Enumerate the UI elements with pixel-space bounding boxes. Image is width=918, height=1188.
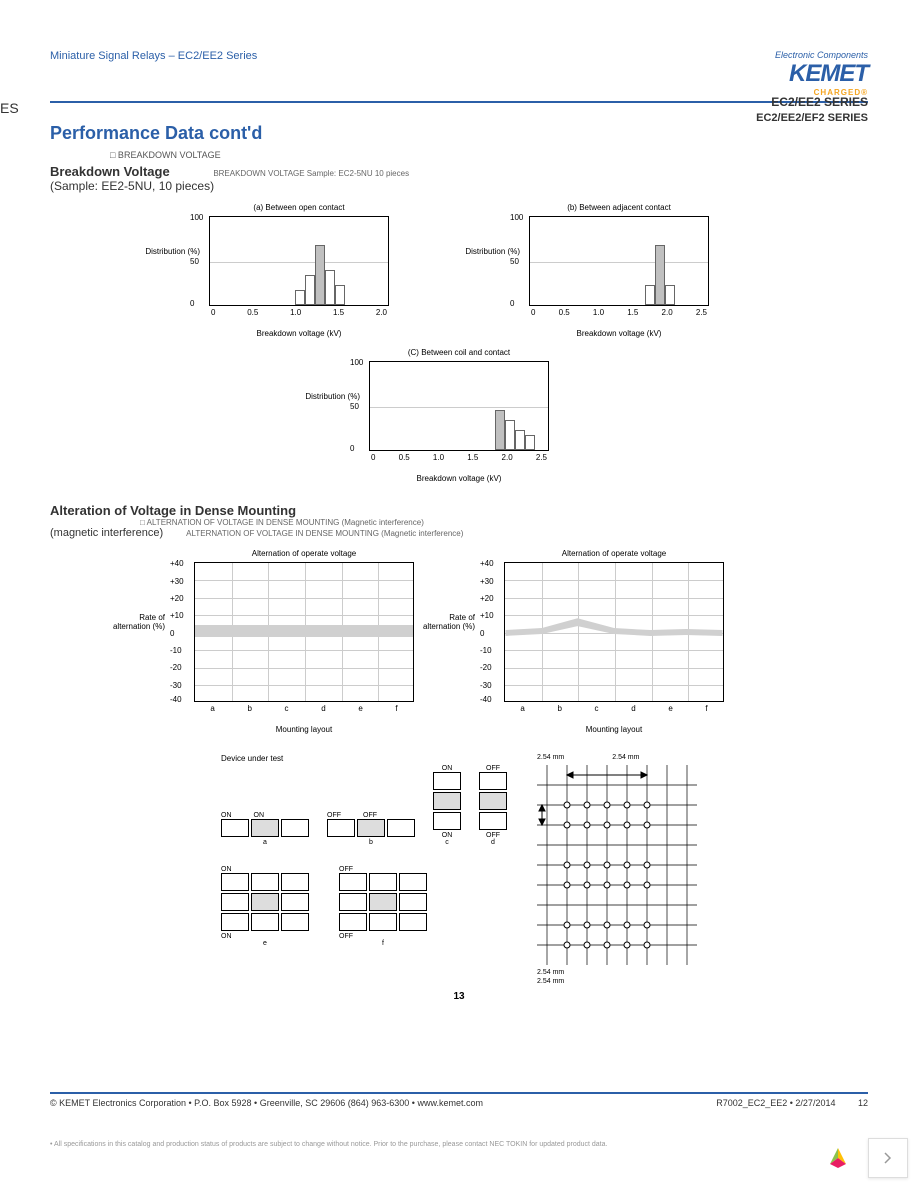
layout-col-right: 2.54 mm 2.54 mm <box>537 754 697 985</box>
series-label-2: EC2/EE2/EF2 SERIES <box>756 112 868 124</box>
header-product-line: Miniature Signal Relays – EC2/EE2 Series <box>50 50 257 62</box>
page-footer: © KEMET Electronics Corporation • P.O. B… <box>50 1092 868 1108</box>
line-chart-left: Alternation of operate voltage Rate of a… <box>174 549 434 734</box>
chart-b-box: Distribution (%) 100 50 0 <box>529 216 709 306</box>
footer-left: © KEMET Electronics Corporation • P.O. B… <box>50 1098 483 1108</box>
section2-title: Alteration of Voltage in Dense Mounting <box>50 503 868 518</box>
chart-c-box: Distribution (%) 100 50 0 <box>369 361 549 451</box>
layout-col-left: Device under test ONON a OFFOFF b ON <box>221 754 507 985</box>
sample-line: (Sample: EE2-5NU, 10 pieces) <box>50 179 868 193</box>
chart-b: (b) Between adjacent contact Distributio… <box>489 203 749 338</box>
line-chart-right: Alternation of operate voltage Rate of a… <box>484 549 744 734</box>
breakdown-heading: Breakdown Voltage BREAKDOWN VOLTAGE Samp… <box>50 164 868 179</box>
section2-sub: (magnetic interference) ALTERNATION OF V… <box>50 527 868 539</box>
series-label-1: EC2/EE2 SERIES <box>771 95 868 109</box>
chart-a: (a) Between open contact Distribution (%… <box>169 203 429 338</box>
section-title-performance: Performance Data cont'd <box>50 123 868 144</box>
chart-row-2: (C) Between coil and contact Distributio… <box>50 348 868 483</box>
inner-page-number: 13 <box>50 991 868 1002</box>
kemet-logo: Electronic Components KEMET CHARGED® <box>775 50 868 97</box>
pcb-grid-diagram <box>537 765 697 965</box>
chart-a-box: Distribution (%) 100 50 0 <box>209 216 389 306</box>
page-header: Miniature Signal Relays – EC2/EE2 Series… <box>50 50 868 103</box>
chevron-right-icon <box>882 1152 894 1164</box>
chart-row-1: (a) Between open contact Distribution (%… <box>50 203 868 338</box>
chart-c: (C) Between coil and contact Distributio… <box>329 348 589 483</box>
layout-diagrams: Device under test ONON a OFFOFF b ON <box>50 754 868 985</box>
es-side-text: ES <box>0 100 19 116</box>
viewer-logo-icon <box>818 1138 858 1178</box>
line-chart-row: Alternation of operate voltage Rate of a… <box>50 549 868 734</box>
footer-note: • All specifications in this catalog and… <box>50 1141 607 1148</box>
breakdown-bullet: □ BREAKDOWN VOLTAGE <box>110 150 868 160</box>
footer-right: R7002_EC2_EE2 • 2/27/2014 12 <box>716 1098 868 1108</box>
next-page-button[interactable] <box>868 1138 908 1178</box>
